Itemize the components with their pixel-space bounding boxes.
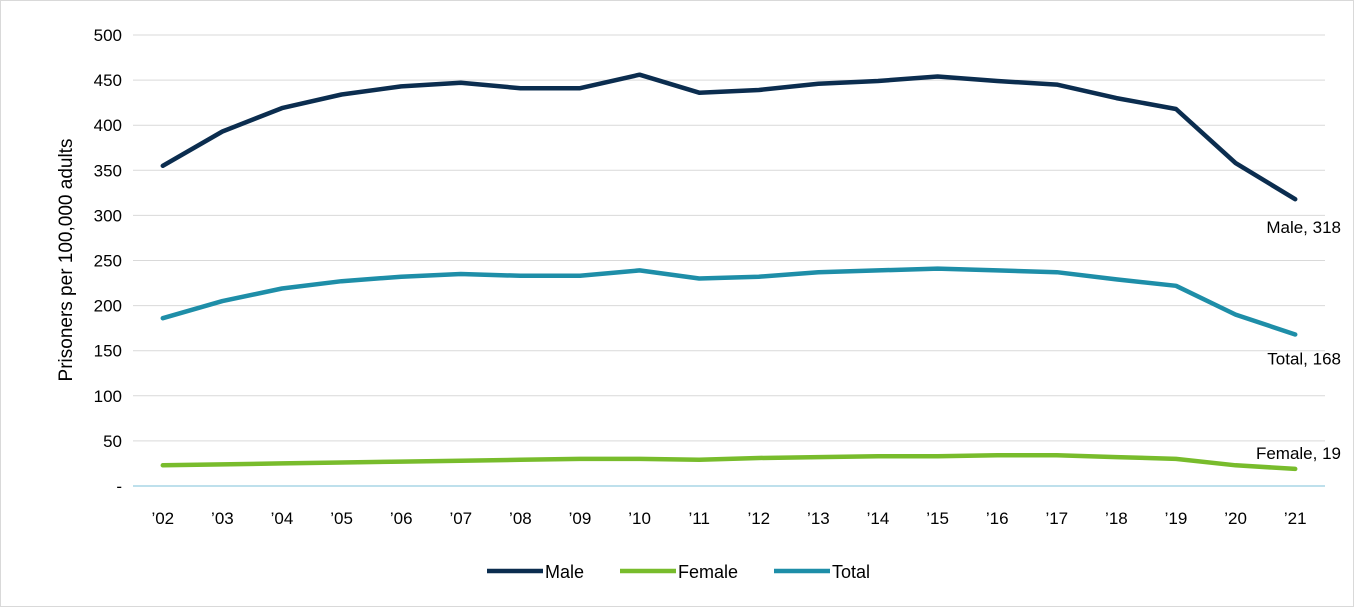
legend-item-male: Male	[487, 562, 584, 582]
x-tick-label: ’06	[390, 509, 413, 528]
x-tick-label: ’20	[1224, 509, 1247, 528]
x-tick-label: ’11	[688, 509, 709, 528]
legend-item-total: Total	[774, 562, 870, 582]
x-tick-label: ’19	[1165, 509, 1188, 528]
end-label-total: Total, 168	[1267, 349, 1341, 368]
y-tick-label: 50	[103, 432, 122, 451]
x-tick-label: ’21	[1284, 509, 1307, 528]
x-tick-label: ’09	[569, 509, 592, 528]
y-tick-label: 500	[94, 26, 122, 45]
end-label-male: Male, 318	[1266, 218, 1341, 237]
y-axis-ticks: - 50 100 150 200 250 300 350 400 450 500	[94, 26, 122, 496]
x-tick-label: ’07	[449, 509, 472, 528]
x-tick-label: ’08	[509, 509, 532, 528]
gridlines	[133, 34, 1325, 442]
y-tick-label: 250	[94, 252, 122, 271]
x-tick-label: ’14	[867, 509, 890, 528]
legend-label: Female	[678, 562, 738, 582]
legend-label: Total	[832, 562, 870, 582]
y-tick-label: 300	[94, 206, 122, 225]
series-line-female	[160, 453, 1298, 472]
series-lines	[160, 72, 1298, 472]
series-line-male	[160, 72, 1298, 202]
series-line-total	[160, 266, 1298, 337]
y-tick-label: 350	[94, 161, 122, 180]
y-tick-label: 150	[94, 342, 122, 361]
y-tick-label: 400	[94, 116, 122, 135]
x-tick-label: ’13	[807, 509, 830, 528]
x-tick-label: ’15	[926, 509, 949, 528]
x-tick-label: ’05	[330, 509, 353, 528]
data-labels: Male, 318 Female, 19 Total, 168	[1256, 218, 1341, 463]
legend-label: Male	[545, 562, 584, 582]
y-tick-label: 200	[94, 297, 122, 316]
y-tick-label: 100	[94, 387, 122, 406]
x-tick-label: ’17	[1045, 509, 1068, 528]
x-tick-label: ’18	[1105, 509, 1128, 528]
x-tick-label: ’16	[986, 509, 1009, 528]
x-tick-label: ’12	[747, 509, 770, 528]
y-axis-label: Prisoners per 100,000 adults	[56, 139, 77, 382]
y-tick-label: -	[116, 477, 122, 496]
x-axis-ticks: ’02 ’03 ’04 ’05 ’06 ’07 ’08 ’09 ’10 ’11 ’12 ’13 ’14 ’…	[151, 509, 1306, 528]
y-tick-label: 450	[94, 71, 122, 90]
legend-item-female: Female	[620, 562, 738, 582]
x-tick-label: ’04	[271, 509, 294, 528]
legend: Male Female Total	[487, 562, 870, 582]
x-tick-label: ’02	[151, 509, 174, 528]
x-tick-label: ’03	[211, 509, 234, 528]
end-label-female: Female, 19	[1256, 444, 1341, 463]
x-tick-label: ’10	[628, 509, 651, 528]
